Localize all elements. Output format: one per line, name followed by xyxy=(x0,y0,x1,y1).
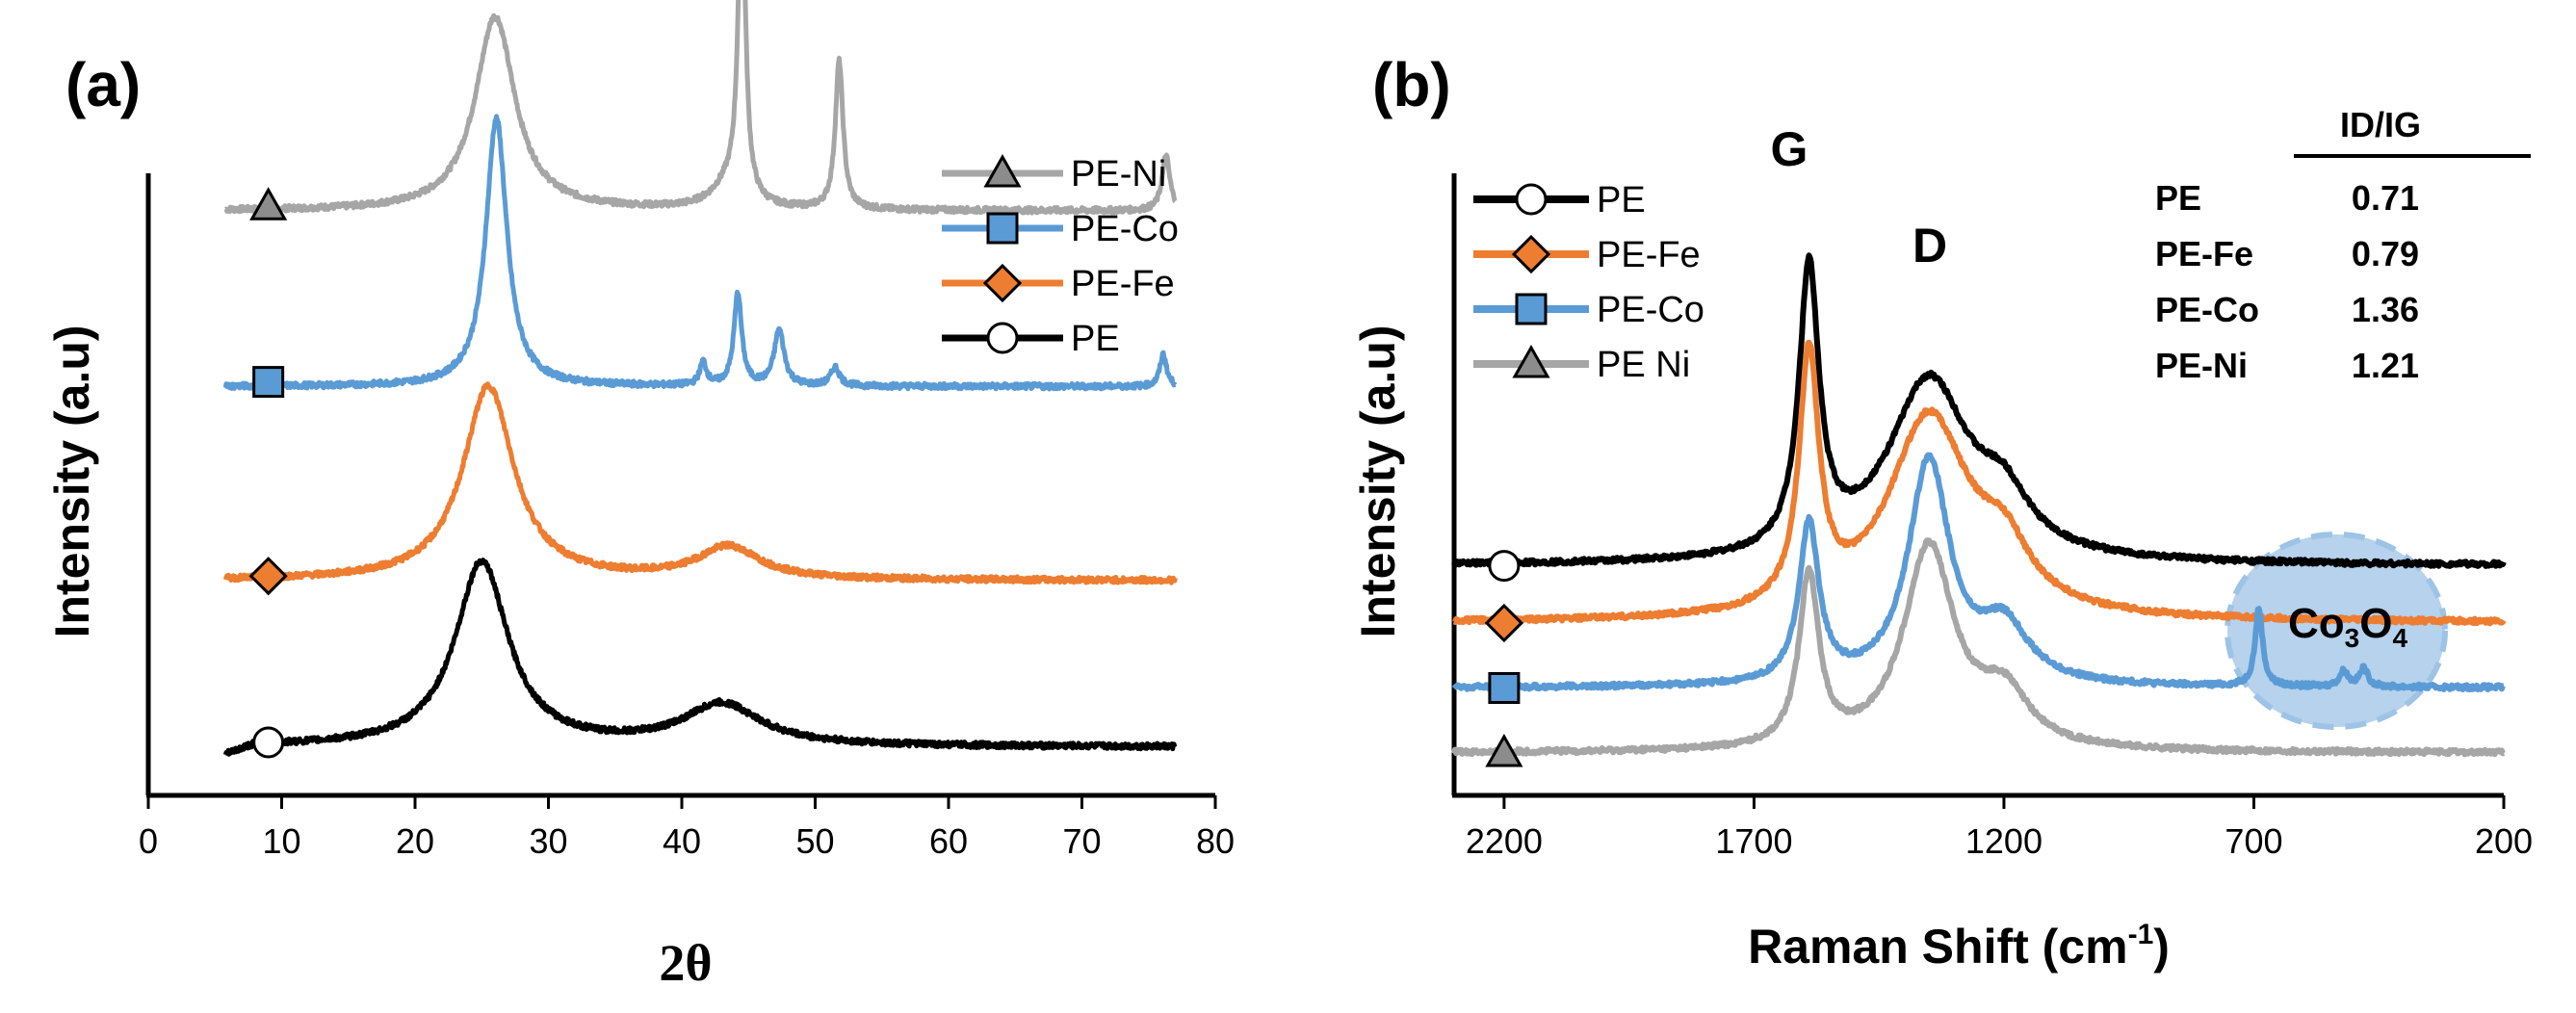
panel-a-marker-pe xyxy=(252,726,285,759)
idig-table-sample: PE-Fe xyxy=(2155,234,2253,273)
panel-b-legend-label: PE Ni xyxy=(1597,345,1690,385)
idig-table-value: 0.71 xyxy=(2352,178,2419,218)
panel-a: (a) 0 10 20 30 40 50 60 70 80 Intensity (a.u) 2θ… xyxy=(45,0,1235,992)
peak-label-g: G xyxy=(1771,122,1808,176)
panel-a-series-pe-fe xyxy=(222,381,1178,585)
panel-b-x-tick-label: 2200 xyxy=(1466,821,1543,861)
panel-a-legend-label: PE-Co xyxy=(1071,209,1179,249)
idig-table-header: ID/IG xyxy=(2340,105,2421,144)
panel-b-series-pe xyxy=(1451,252,2507,569)
panel-b-legend-marker-pe-ni xyxy=(1512,344,1550,378)
panel-b-legend-label: PE-Co xyxy=(1597,290,1704,330)
panel-a-marker-pe-ni xyxy=(249,187,288,221)
panel-a-x-tick-label: 70 xyxy=(1062,821,1101,861)
panel-b-marker-pe xyxy=(1488,550,1521,583)
panel-b-x-axis-title: Raman Shift (cm-1) xyxy=(1748,919,2170,974)
panel-a-x-tick-label: 50 xyxy=(795,821,834,861)
panel-b-x-tick-label: 1700 xyxy=(1715,821,1792,861)
panel-b-marker-pe-ni xyxy=(1485,733,1523,767)
co3o4-label: Co3O4 xyxy=(2288,600,2407,653)
panel-a-legend: PE-Ni PE-Co PE-Fe PE xyxy=(942,153,1179,359)
panel-a-series-pe-ni xyxy=(223,0,1178,216)
idig-table-value: 1.36 xyxy=(2352,290,2419,329)
panel-b-legend-label: PE-Fe xyxy=(1597,235,1701,275)
panel-a-legend-label: PE-Fe xyxy=(1071,264,1175,304)
panel-b-marker-pe-fe xyxy=(1484,603,1524,643)
panel-b-x-tick-label: 1200 xyxy=(1965,821,2043,861)
panel-a-x-tick-label: 10 xyxy=(262,821,300,861)
panel-a-legend-marker-pe-ni xyxy=(983,153,1022,188)
panel-a-legend-marker-pe-co xyxy=(986,212,1019,245)
panel-a-label: (a) xyxy=(65,50,141,119)
panel-b-series-pe-co xyxy=(1451,452,2506,692)
panel-b-series xyxy=(1451,252,2507,767)
panel-a-legend-label: PE-Ni xyxy=(1071,154,1166,195)
panel-a-legend-label: PE xyxy=(1071,319,1120,359)
panel-b-x-tick-label: 200 xyxy=(2475,821,2533,861)
panel-a-x-tick-label: 20 xyxy=(396,821,434,861)
panel-a-legend-marker-pe-fe xyxy=(982,263,1023,303)
panel-a-x-tick-label: 30 xyxy=(529,821,567,861)
panel-b-legend-marker-pe-co xyxy=(1515,293,1548,325)
panel-b-x-ticks: 2200 1700 1200 700 200 xyxy=(1466,795,2533,861)
panel-a-x-tick-label: 80 xyxy=(1196,821,1235,861)
idig-table-sample: PE-Co xyxy=(2155,290,2259,329)
panel-a-series-pe xyxy=(222,558,1178,757)
idig-table-value: 0.79 xyxy=(2352,234,2419,273)
panel-b-legend-label: PE xyxy=(1597,180,1646,221)
panel-a-x-ticks: 0 10 20 30 40 50 60 70 80 xyxy=(139,795,1235,861)
panel-a-x-tick-label: 40 xyxy=(663,821,701,861)
panel-a-marker-pe-fe xyxy=(248,557,288,596)
idig-table-sample: PE-Ni xyxy=(2155,346,2248,385)
panel-b-legend-marker-pe xyxy=(1515,183,1548,216)
panel-b-series-pe-fe xyxy=(1452,339,2507,627)
panel-b-series-pe-ni xyxy=(1451,537,2506,758)
panel-b: (b) 2200 1700 1200 700 200 Co3O4 G D Intensi… xyxy=(1351,50,2533,974)
panel-b-y-axis-title: Intensity (a.u) xyxy=(1351,325,1405,637)
panel-b-label: (b) xyxy=(1372,50,1451,119)
panel-a-x-tick-label: 60 xyxy=(929,821,968,861)
panel-b-legend-marker-pe-fe xyxy=(1511,234,1551,274)
panel-a-marker-pe-co xyxy=(252,366,285,399)
peak-label-d: D xyxy=(1912,219,1947,273)
panel-a-series xyxy=(222,0,1178,759)
panel-b-marker-pe-co xyxy=(1488,672,1521,704)
panel-a-x-axis-title: 2θ xyxy=(659,934,712,992)
panel-a-legend-marker-pe xyxy=(986,322,1019,354)
panel-b-legend: PE PE-Fe PE-Co PE Ni xyxy=(1473,180,1704,385)
panel-b-x-tick-label: 700 xyxy=(2225,821,2282,861)
panel-a-y-axis-title: Intensity (a.u) xyxy=(45,325,99,637)
idig-table-sample: PE xyxy=(2155,178,2201,218)
panel-a-x-tick-label: 0 xyxy=(139,821,158,861)
idig-table: ID/IG PE 0.71 PE-Fe 0.79 PE-Co 1.36 PE-Ni 1.21 xyxy=(2155,105,2531,385)
panel-a-series-pe-co xyxy=(222,114,1178,392)
idig-table-value: 1.21 xyxy=(2352,346,2419,385)
